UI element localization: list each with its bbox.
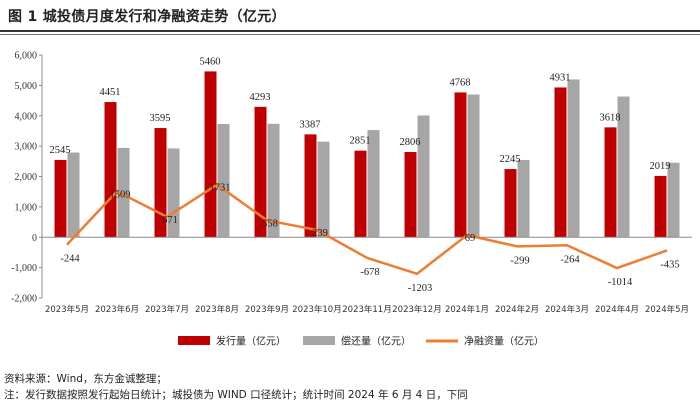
repayment-bar — [267, 123, 280, 238]
net-financing-data-label: -299 — [510, 255, 529, 266]
net-financing-data-label: -1203 — [408, 283, 433, 294]
issuance-data-label: 4293 — [250, 92, 271, 103]
repayment-bar — [367, 130, 380, 238]
legend-swatch — [178, 336, 210, 345]
repayment-bar — [617, 96, 630, 238]
issuance-data-label: 2851 — [350, 136, 371, 147]
net-financing-data-label: 671 — [162, 215, 178, 226]
net-financing-line — [66, 183, 668, 276]
y-tick-label: 1,000 — [15, 202, 38, 213]
y-tick-label: -2,000 — [11, 294, 37, 305]
issuance-data-label: 2806 — [400, 137, 421, 148]
issuance-data-label: 4768 — [450, 77, 471, 88]
net-financing-data-label: 239 — [312, 228, 328, 239]
net-financing-data-label: 69 — [465, 233, 476, 244]
repayment-bar — [417, 115, 430, 238]
title-rule-thin — [0, 34, 700, 35]
issuance-bar — [54, 159, 67, 238]
repayment-bar — [467, 94, 480, 238]
issuance-bar — [654, 175, 667, 238]
net-financing-data-label: -264 — [560, 254, 580, 265]
issuance-bar — [204, 71, 217, 238]
y-tick-label: 0 — [32, 233, 37, 244]
issuance-bar — [604, 127, 617, 238]
repayment-bar — [667, 162, 680, 238]
issuance-bar — [454, 92, 467, 238]
net-financing-data-label: -435 — [660, 259, 679, 270]
issuance-data-label: 2019 — [650, 161, 671, 172]
issuance-bar — [504, 169, 517, 238]
chart-area: 6,000 5,000 4,000 3,000 2,000 1,000 0 -1,000 -2,… — [11, 51, 692, 348]
issuance-data-label: 3387 — [300, 119, 321, 130]
net-financing-data-label: -1014 — [608, 277, 633, 288]
net-financing-data-label: 1731 — [210, 183, 231, 194]
x-tick-label: 2024年3月 — [545, 304, 589, 315]
x-tick-label: 2024年1月 — [445, 304, 489, 315]
y-tick-label: 3,000 — [15, 142, 38, 153]
net-financing-data-label: 1509 — [110, 189, 131, 200]
x-tick-label: 2023年5月 — [45, 304, 89, 315]
source-note: 资料来源：Wind，东方金诚整理； — [4, 373, 167, 385]
net-financing-data-label: -244 — [60, 254, 80, 265]
repayment-bar — [317, 141, 330, 238]
repayment-bar — [217, 123, 230, 238]
repayment-bar — [117, 147, 130, 238]
issuance-bar — [404, 152, 417, 238]
issuance-data-label: 4451 — [100, 87, 121, 98]
x-tick-label: 2023年8月 — [195, 304, 239, 315]
x-tick-label: 2024年4月 — [595, 304, 639, 315]
issuance-bar — [304, 134, 317, 238]
remark-note: 注：发行数据按照发行起始日统计；城投债为 WIND 口径统计；统计时间 2024… — [4, 389, 468, 401]
issuance-bar — [154, 128, 167, 238]
issuance-data-label: 2245 — [500, 154, 521, 165]
x-tick-label: 2023年12月 — [392, 304, 441, 315]
net-financing-data-label: 558 — [262, 218, 278, 229]
net-financing-data-label: -678 — [360, 267, 379, 278]
issuance-data-label: 3618 — [600, 112, 621, 123]
y-tick-label: 4,000 — [15, 111, 38, 122]
issuance-data-label: 3595 — [150, 113, 171, 124]
x-tick-label: 2023年11月 — [342, 304, 391, 315]
issuance-bar — [254, 106, 267, 238]
y-tick-label: 2,000 — [15, 172, 38, 183]
issuance-data-label: 4931 — [550, 72, 571, 83]
repayment-bar — [517, 159, 530, 238]
x-tick-label: 2023年9月 — [245, 304, 289, 315]
x-tick-label: 2023年10月 — [292, 304, 341, 315]
issuance-data-label: 2545 — [50, 145, 71, 156]
chart-title: 图 1 城投债月度发行和净融资走势（亿元） — [8, 9, 286, 25]
x-tick-label: 2024年2月 — [495, 304, 539, 315]
x-tick-label: 2023年7月 — [145, 304, 189, 315]
y-tick-label: -1,000 — [11, 263, 37, 274]
issuance-bar — [104, 102, 117, 238]
y-tick-label: 6,000 — [15, 51, 38, 62]
title-rule-thick — [0, 30, 700, 32]
x-tick-label: 2023年6月 — [95, 304, 139, 315]
repayment-bar — [567, 79, 580, 238]
legend-swatch — [303, 336, 335, 345]
repayment-bar — [67, 152, 80, 238]
issuance-bar — [554, 87, 567, 238]
issuance-bar — [354, 150, 367, 238]
legend-label: 净融资量（亿元） — [464, 335, 544, 348]
issuance-data-label: 5460 — [200, 56, 221, 67]
x-tick-label: 2024年5月 — [645, 304, 689, 315]
y-tick-label: 5,000 — [15, 81, 38, 92]
legend-label: 发行量（亿元） — [216, 335, 286, 348]
legend-label: 偿还量（亿元） — [341, 335, 411, 348]
